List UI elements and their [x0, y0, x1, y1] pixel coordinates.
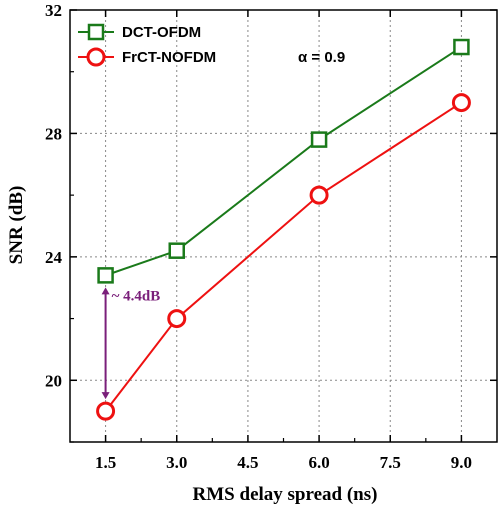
annotation-label: ~ 4.4dB — [112, 288, 161, 304]
legend-alpha-label: α = 0.9 — [298, 49, 345, 66]
y-tick-label: 28 — [45, 124, 62, 143]
legend: DCT-OFDM FrCT-NOFDM α = 0.9 — [78, 23, 345, 67]
data-point-circle — [96, 401, 116, 421]
x-tick-label: 4.5 — [237, 453, 258, 472]
y-tick-label: 24 — [45, 248, 63, 267]
data-point-circle — [309, 185, 329, 205]
legend-label-0: DCT-OFDM — [122, 24, 201, 41]
legend-label-1: FrCT-NOFDM — [122, 49, 216, 66]
x-tick-label: 9.0 — [451, 453, 472, 472]
data-point-square — [97, 267, 114, 284]
data-point-circle — [167, 309, 187, 329]
y-tick-label: 32 — [45, 1, 62, 20]
data-point-square — [168, 242, 185, 259]
axes: 1.5 3.0 4.5 6.0 7.5 9.0 20 24 28 32 — [45, 1, 498, 472]
x-tick-label: 1.5 — [95, 453, 116, 472]
annotation-layer: ~ 4.4dB — [101, 287, 161, 400]
data-point-square — [310, 131, 328, 148]
x-tick-label: 3.0 — [166, 453, 187, 472]
x-axis-title: RMS delay spread (ns) — [193, 484, 378, 505]
legend-marker-circle — [86, 47, 106, 67]
x-tick-label: 7.5 — [380, 453, 401, 472]
series-line-1 — [104, 101, 462, 412]
data-point-circle — [451, 93, 471, 113]
legend-marker-square — [87, 23, 105, 41]
series-layer — [96, 38, 471, 421]
annotation-arrowhead-up — [101, 287, 110, 295]
y-axis-title: SNR (dB) — [6, 186, 27, 265]
x-tick-label: 6.0 — [308, 453, 329, 472]
annotation-arrowhead-down — [101, 392, 110, 400]
data-point-square — [453, 38, 470, 56]
series-line-0 — [105, 46, 462, 277]
y-tick-label: 20 — [45, 371, 62, 390]
